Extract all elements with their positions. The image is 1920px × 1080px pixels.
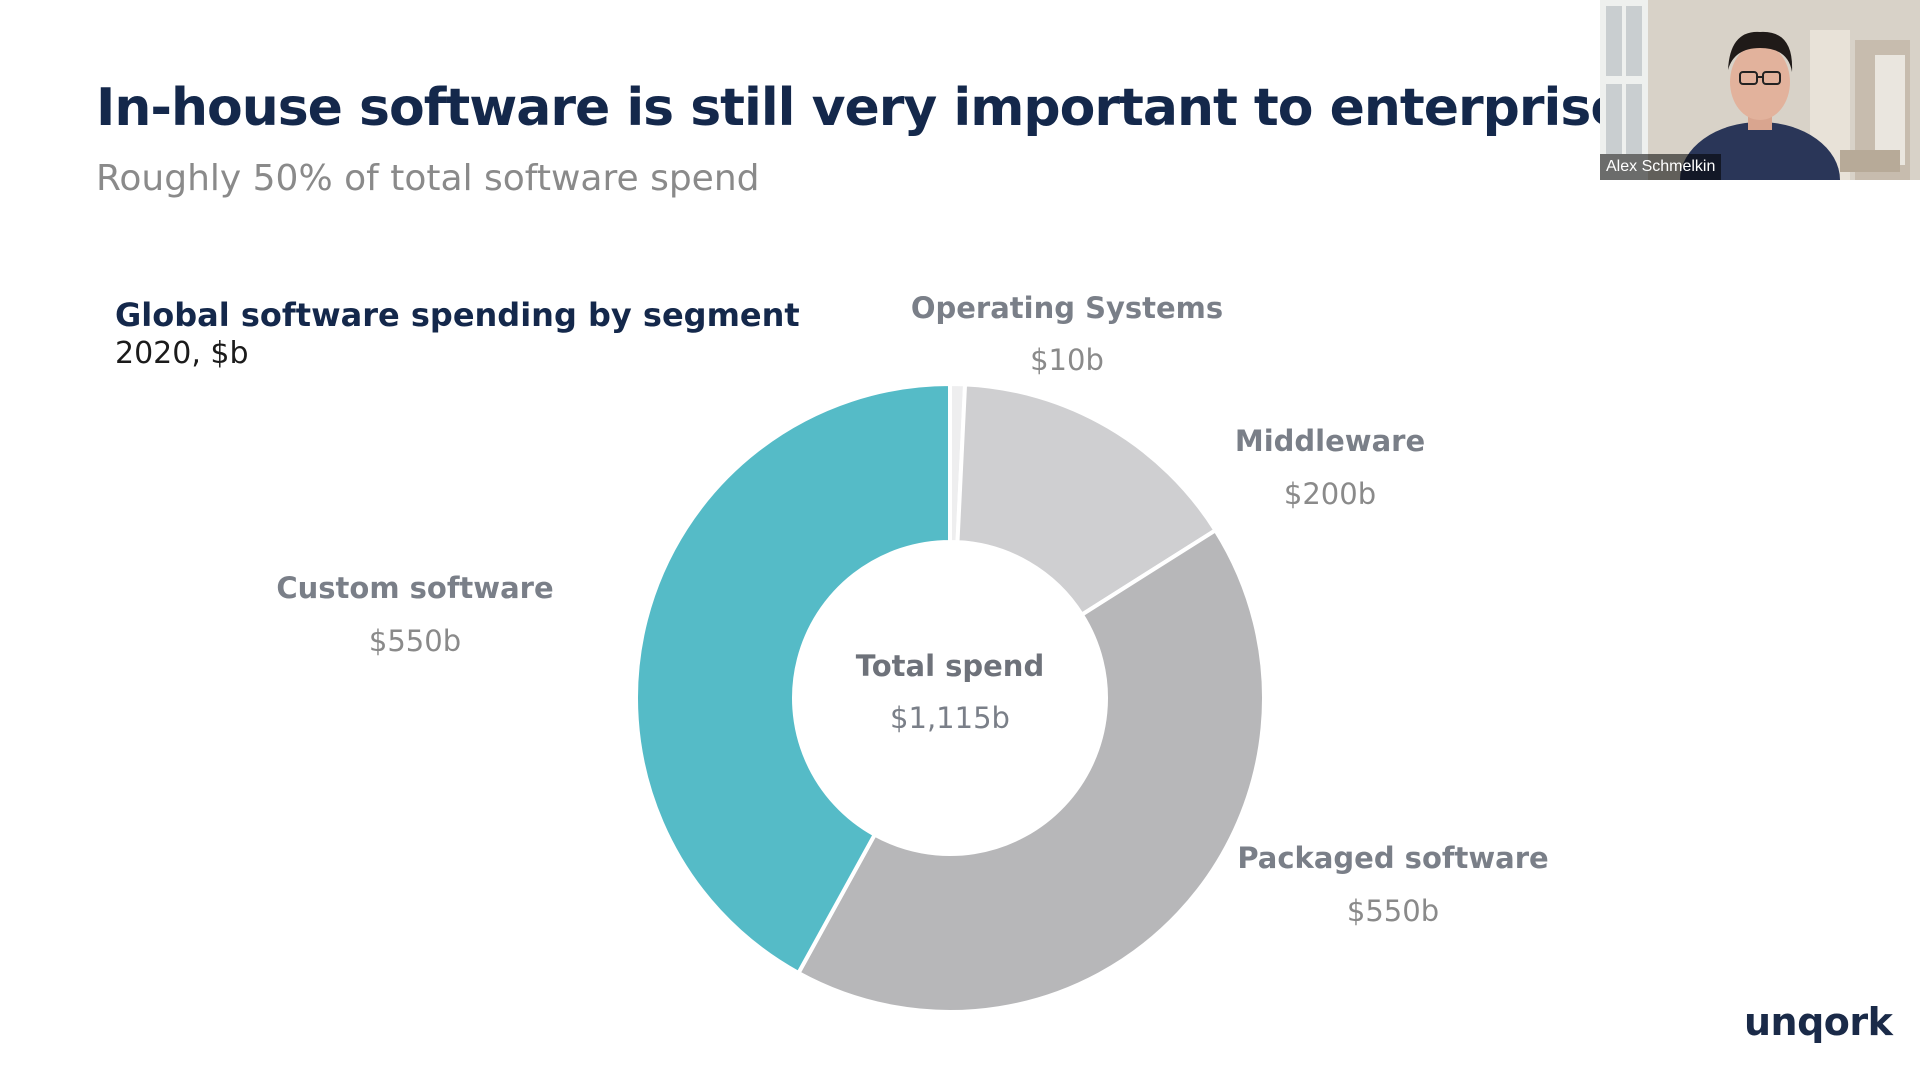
slice-middleware <box>955 382 1219 618</box>
slice-custom-software <box>634 381 952 976</box>
slide-subtitle: Roughly 50% of total software spend <box>96 158 760 199</box>
speaker-video: Alex Schmelkin <box>1600 0 1920 180</box>
unqork-logo: unqork <box>1744 1000 1893 1044</box>
speaker-video-image <box>1600 0 1920 180</box>
slice-label-operating-systems: Operating Systems <box>911 291 1223 325</box>
slice-value-operating-systems: $10b <box>1030 343 1104 377</box>
slice-label-custom-software: Custom software <box>276 571 553 605</box>
slice-value-custom-software: $550b <box>369 624 461 658</box>
chart-title: Global software spending by segment <box>115 296 800 334</box>
slice-value-packaged-software: $550b <box>1347 894 1439 928</box>
center-label: Total spend <box>856 649 1044 683</box>
center-value: $1,115b <box>890 701 1010 735</box>
slice-value-middleware: $200b <box>1284 477 1376 511</box>
slide-title: In-house software is still very importan… <box>96 78 1656 138</box>
slice-label-packaged-software: Packaged software <box>1237 841 1548 875</box>
chart-subtitle: 2020, $b <box>115 336 249 371</box>
slice-packaged-software <box>795 527 1266 1014</box>
speaker-name: Alex Schmelkin <box>1600 154 1722 180</box>
slice-label-middleware: Middleware <box>1235 424 1425 458</box>
